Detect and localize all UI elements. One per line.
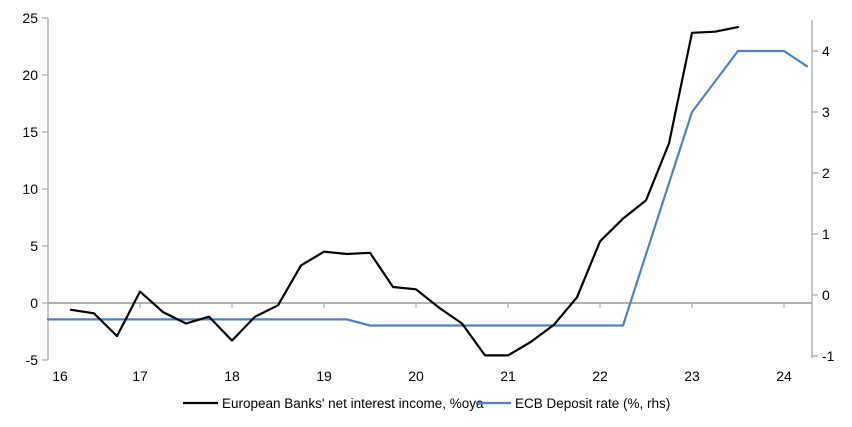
- legend-label-nii: European Banks' net interest income, %oy…: [222, 396, 484, 411]
- x-axis-tick-label: 20: [408, 368, 424, 384]
- right-axis-tick-label: 0: [822, 287, 830, 303]
- right-axis-tick-label: -1: [822, 348, 835, 364]
- ecb-deposit-rate-line: [46, 49, 809, 327]
- legend-label-ecb: ECB Deposit rate (%, rhs): [515, 396, 670, 411]
- x-axis-tick-label: 16: [52, 368, 68, 384]
- left-axis-tick-label: 0: [30, 295, 38, 311]
- left-axis-tick-label: 25: [22, 10, 38, 26]
- legend: European Banks' net interest income, %oy…: [183, 396, 670, 411]
- x-axis-tick-label: 21: [500, 368, 516, 384]
- left-axis-tick-label: 10: [22, 181, 38, 197]
- right-axis-tick-label: 1: [822, 226, 830, 242]
- x-axis-tick-label: 19: [316, 368, 332, 384]
- x-axis-tick-label: 23: [684, 368, 700, 384]
- left-axis-tick-label: 5: [30, 238, 38, 254]
- right-axis-tick-label: 3: [822, 104, 830, 120]
- left-axis-tick-label: 20: [22, 67, 38, 83]
- x-axis-tick-label: 22: [592, 368, 608, 384]
- right-axis-tick-label: 2: [822, 165, 830, 181]
- x-axis-tick-label: 17: [132, 368, 148, 384]
- x-axis-tick-label: 18: [224, 368, 240, 384]
- net-interest-income-line: [69, 26, 740, 357]
- x-axis-tick-label: 24: [776, 368, 792, 384]
- left-axis-tick-label: -5: [26, 352, 39, 368]
- left-axis-tick-label: 15: [22, 124, 38, 140]
- right-axis-tick-label: 4: [822, 43, 830, 59]
